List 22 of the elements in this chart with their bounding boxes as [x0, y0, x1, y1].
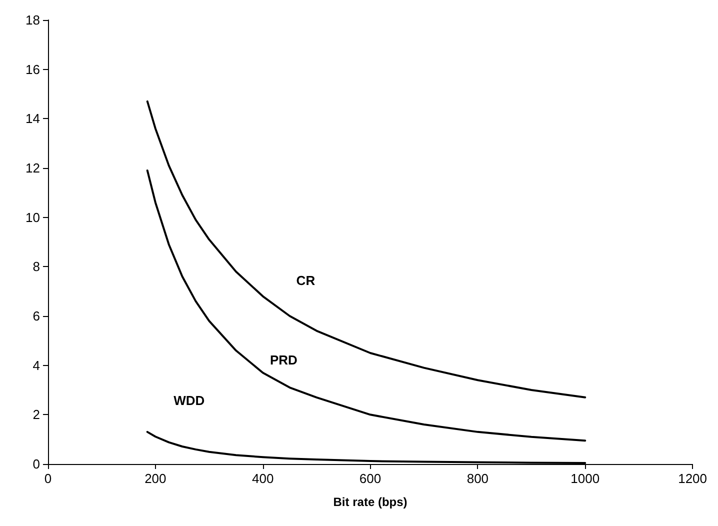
x-tick-label: 1000	[570, 471, 600, 486]
y-tick-label: 6	[32, 308, 40, 324]
series-label: PRD	[270, 352, 298, 368]
y-tick-label: 16	[26, 62, 40, 77]
x-tick-label: 200	[144, 471, 166, 486]
y-tick-label: 0	[32, 456, 40, 472]
x-tick-label: 400	[252, 471, 274, 486]
y-tick-label: 8	[32, 259, 40, 274]
text: CR	[296, 273, 316, 288]
y-tick-label: 18	[26, 12, 40, 28]
text: WDD	[174, 392, 205, 408]
x-tick-label: 1200	[678, 471, 707, 486]
x-tick-label: 0	[44, 471, 52, 486]
y-tick-label: 4	[32, 358, 40, 373]
y-tick-label: 14	[26, 111, 40, 126]
y-tick-label: 2	[32, 407, 40, 422]
line-series	[146, 169, 586, 442]
y-tick-label: 12	[26, 160, 40, 176]
x-tick-label: 600	[359, 471, 382, 486]
x-axis-title: Bit rate (bps)	[333, 495, 408, 509]
x-tick-label: 800	[466, 471, 489, 486]
y-tick-label: 10	[26, 210, 40, 225]
